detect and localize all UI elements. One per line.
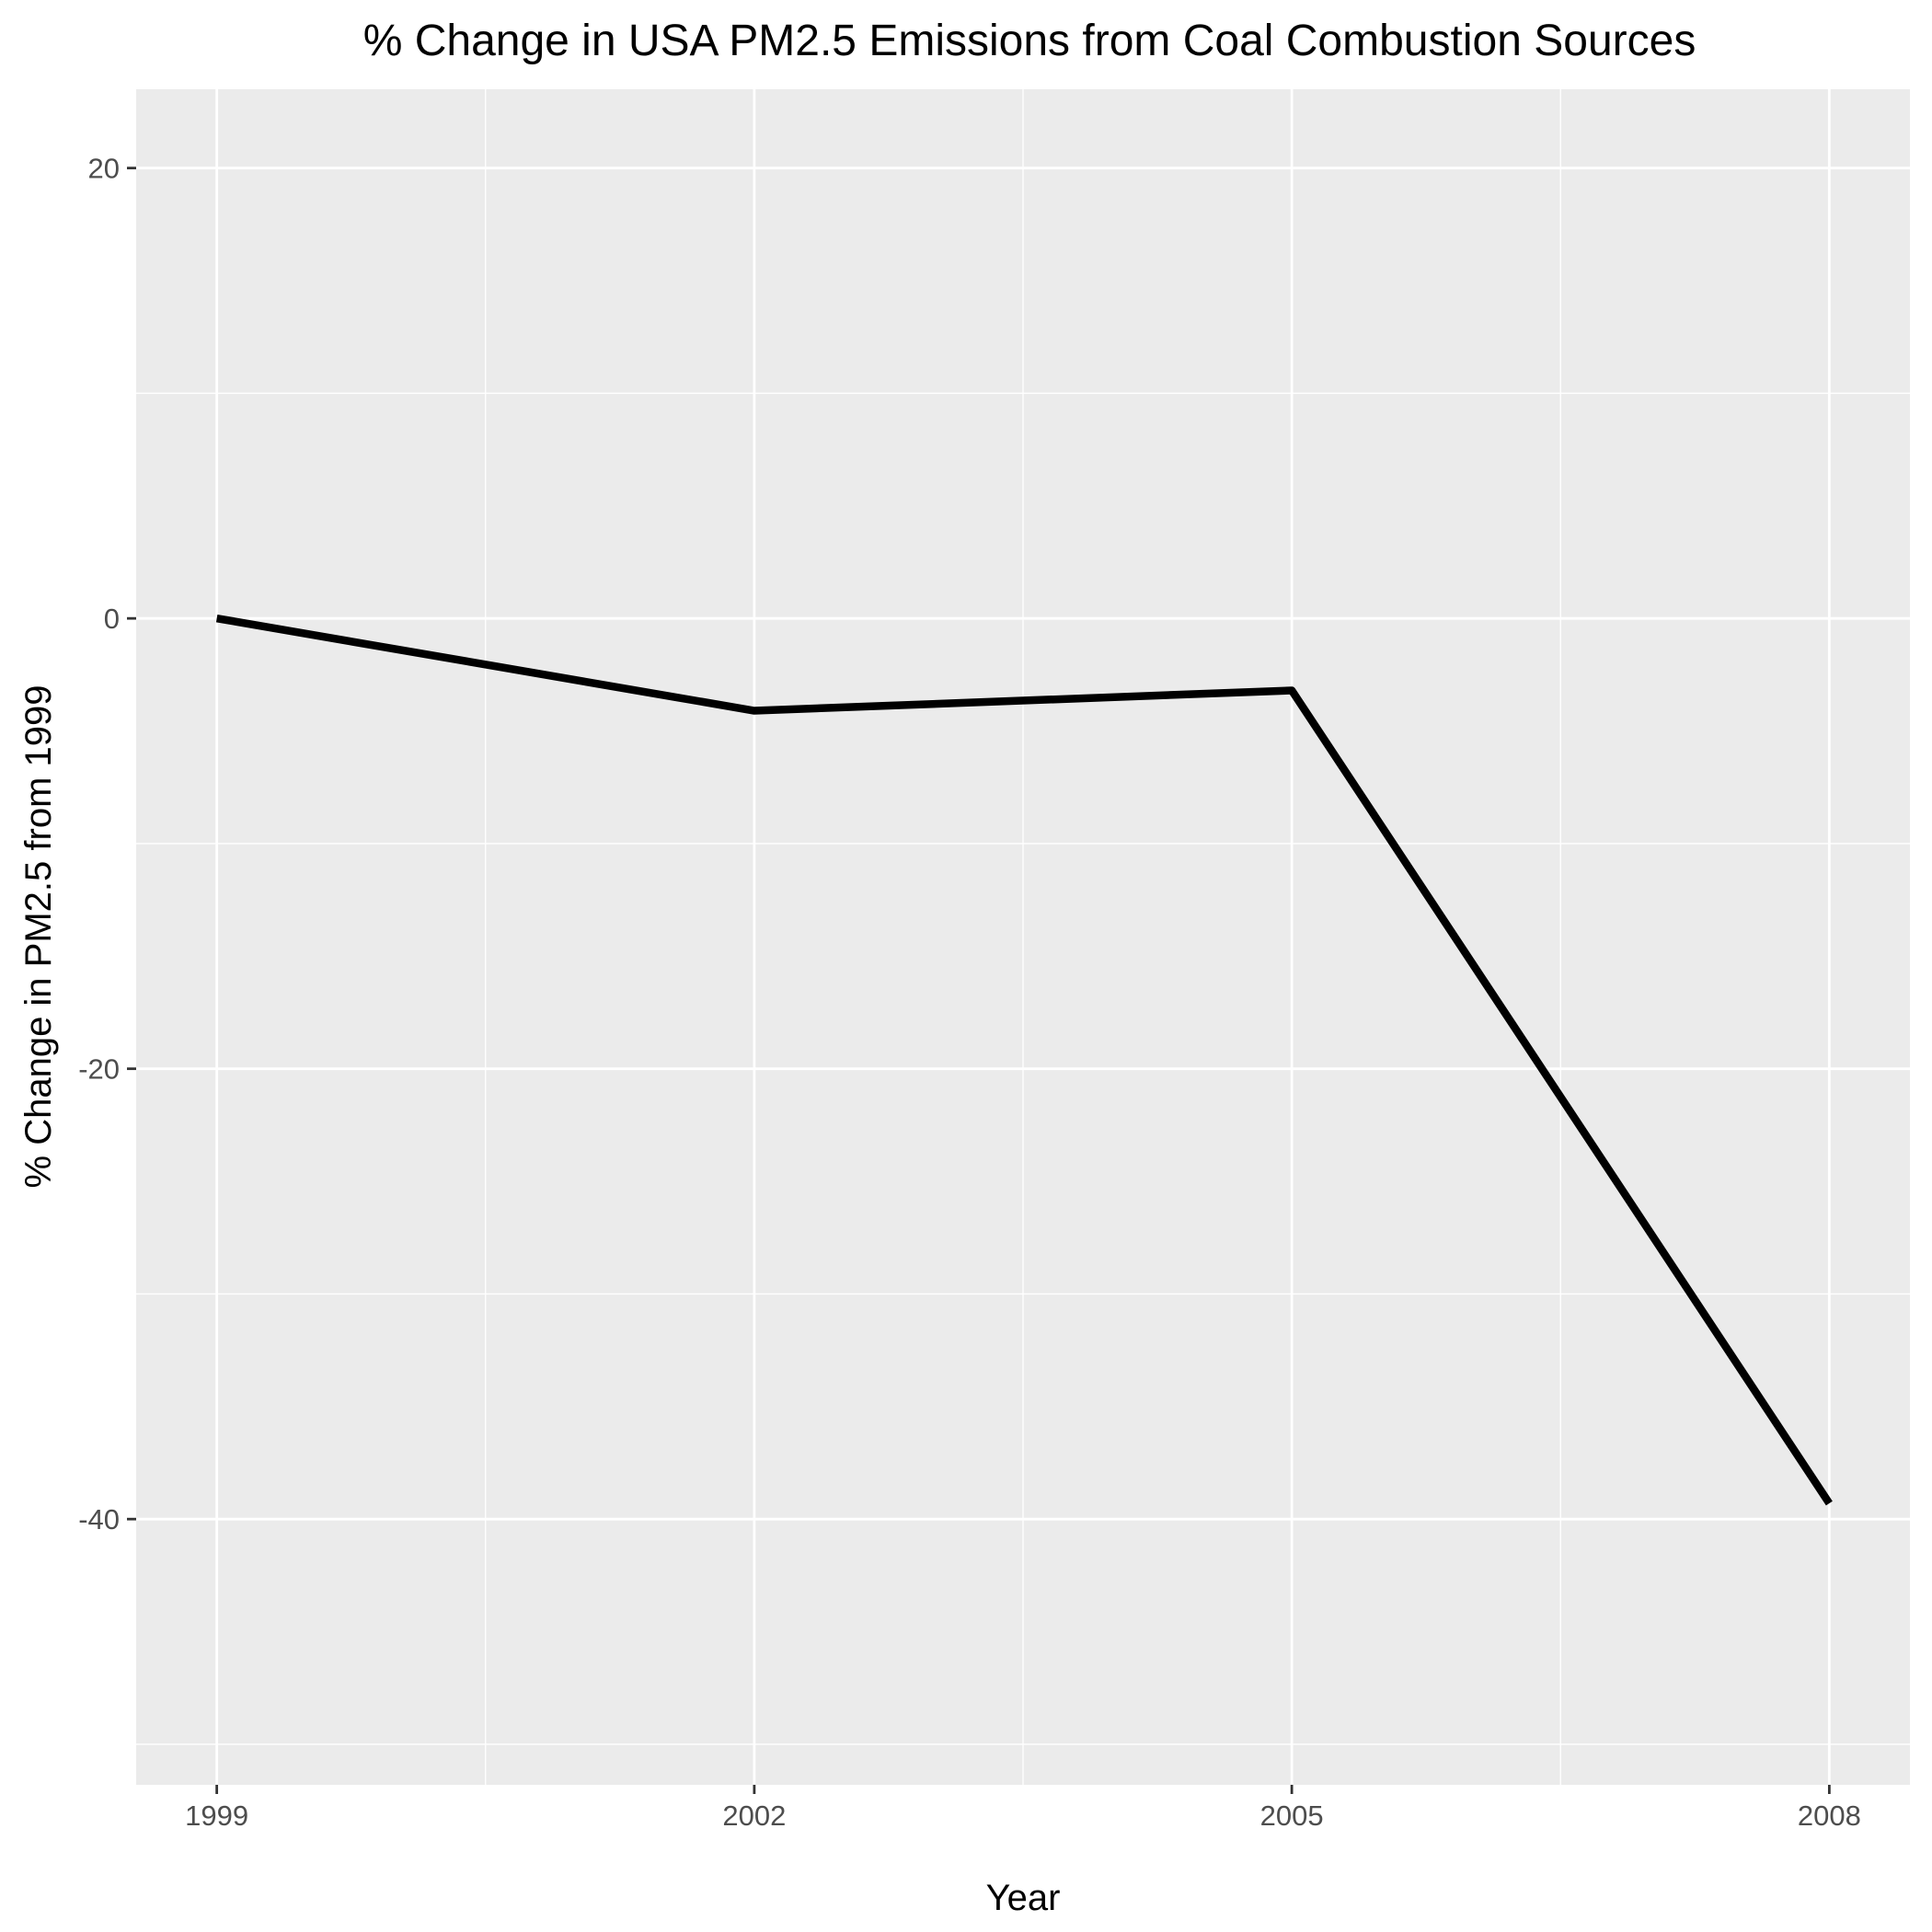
minor-gridlines	[136, 89, 1910, 1785]
y-tick-label: -40	[78, 1503, 120, 1535]
y-tick-label: -20	[78, 1053, 120, 1086]
y-tick-label: 20	[88, 153, 120, 185]
x-tick-label: 1999	[185, 1800, 248, 1832]
x-tick-label: 2008	[1798, 1800, 1861, 1832]
x-axis: 1999 2002 2005 2008	[185, 1785, 1861, 1832]
chart-title: % Change in USA PM2.5 Emissions from Coa…	[363, 17, 1696, 65]
y-tick-label: 0	[104, 603, 120, 635]
series-line	[215, 614, 1833, 1506]
x-tick-label: 2002	[722, 1800, 786, 1832]
y-axis: 20 0 -20 -40	[78, 153, 136, 1535]
x-axis-title: Year	[986, 1878, 1061, 1918]
series-layer	[215, 614, 1833, 1506]
x-tick-label: 2005	[1260, 1800, 1324, 1832]
y-axis-title: % Change in PM2.5 from 1999	[18, 685, 59, 1189]
